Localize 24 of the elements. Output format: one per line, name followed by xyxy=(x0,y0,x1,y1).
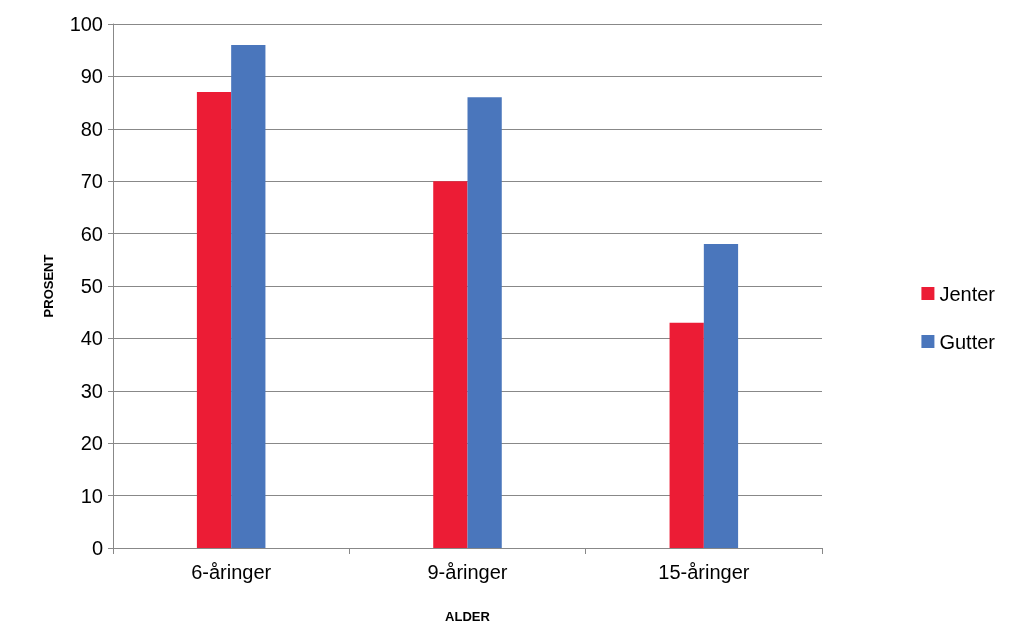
y-tick-label: 50 xyxy=(80,275,103,297)
x-tick-label: 9-åringer xyxy=(427,561,508,583)
x-tick-label: 6-åringer xyxy=(191,561,272,583)
bar xyxy=(196,92,232,548)
bar xyxy=(433,181,468,548)
y-tick-label: 90 xyxy=(80,65,103,88)
y-tick-label: 70 xyxy=(80,170,103,193)
y-axis-title: PROSENT xyxy=(41,254,56,318)
y-tick-label: 10 xyxy=(80,484,103,507)
y-tick-label: 30 xyxy=(80,379,103,402)
bar xyxy=(703,244,739,548)
bar xyxy=(231,44,266,548)
x-axis-title: ALDER xyxy=(445,609,491,624)
bar xyxy=(467,97,502,548)
y-tick-label: 80 xyxy=(80,117,103,140)
y-tick-label: 0 xyxy=(91,537,103,559)
bar xyxy=(669,322,704,548)
y-tick-label: 40 xyxy=(80,327,103,350)
legend-label: Gutter xyxy=(939,330,996,353)
legend-label: Jenter xyxy=(939,282,996,305)
x-tick-label: 15-åringer xyxy=(658,561,750,583)
y-tick-label: 60 xyxy=(80,222,103,245)
y-tick-label: 100 xyxy=(69,13,103,35)
y-tick-label: 20 xyxy=(80,432,103,455)
